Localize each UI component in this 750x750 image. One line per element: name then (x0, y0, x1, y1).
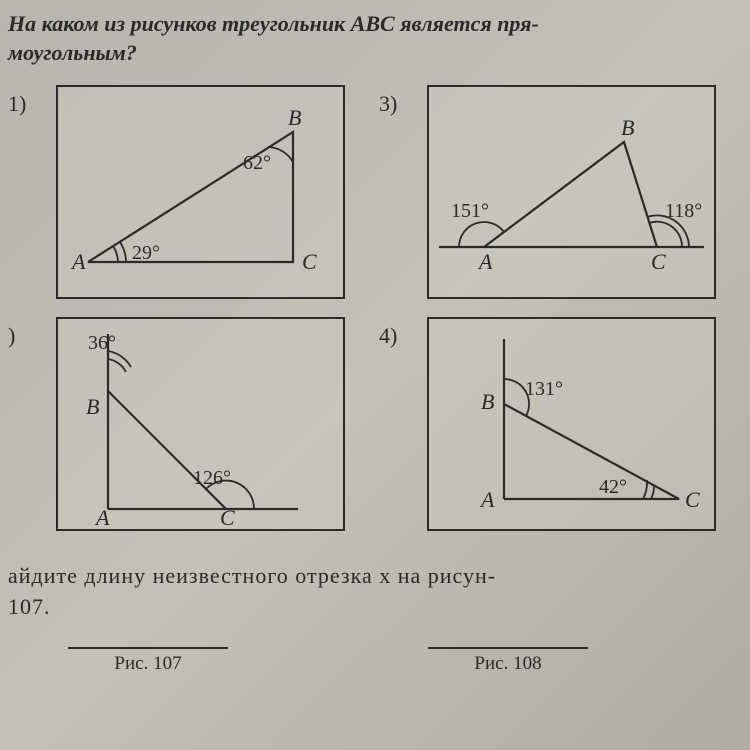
fig3-A: A (477, 249, 493, 274)
fig3-angle-A: 151° (451, 200, 489, 222)
fig4-A: A (479, 487, 495, 512)
figure-3: A B C 151° 118° (427, 85, 716, 299)
fig4-C: C (685, 487, 700, 512)
fig3-angle-C: 118° (665, 200, 702, 222)
bottom-line2: 107. (8, 594, 51, 619)
fig1-B: B (288, 105, 301, 130)
option-1-number: 1) (8, 85, 48, 299)
fig3-B: B (621, 115, 634, 140)
fig3-C: C (651, 249, 666, 274)
fig-108-label: Рис. 108 (428, 647, 588, 675)
page: На каком из рисунков треугольник ABC явл… (0, 0, 750, 685)
figure-labels-row: Рис. 107 Рис. 108 (8, 647, 742, 675)
option-2-number: ) (8, 317, 48, 531)
bottom-question: айдите длину неизвестного отрезка x на р… (8, 561, 742, 623)
fig-107-label: Рис. 107 (68, 647, 228, 675)
figure-grid: 1) A B C 62° 29° 3) A (8, 85, 742, 531)
question-text: На каком из рисунков треугольник ABC явл… (8, 10, 742, 67)
fig2-angle-C: 126° (193, 467, 231, 489)
figure-2: A B C 36° 126° (56, 317, 345, 531)
fig1-C: C (302, 249, 317, 274)
question-line1: На каком из рисунков треугольник ABC явл… (8, 11, 539, 36)
option-3-number: 3) (379, 85, 419, 299)
fig1-angle-A: 29° (132, 242, 160, 264)
fig1-A: A (70, 249, 86, 274)
fig4-angle-B: 131° (525, 378, 563, 400)
fig4-angle-C: 42° (599, 476, 627, 498)
fig2-C: C (220, 505, 235, 529)
option-4-number: 4) (379, 317, 419, 531)
fig2-angle-top: 36° (88, 332, 116, 354)
fig2-A: A (94, 505, 110, 529)
figure-1: A B C 62° 29° (56, 85, 345, 299)
fig2-B: B (86, 394, 99, 419)
question-line2: моугольным? (8, 40, 137, 65)
figure-4: A B C 131° 42° (427, 317, 716, 531)
fig1-angle-B: 62° (243, 152, 271, 174)
fig4-B: B (481, 389, 494, 414)
bottom-line1: айдите длину неизвестного отрезка x на р… (8, 563, 496, 588)
